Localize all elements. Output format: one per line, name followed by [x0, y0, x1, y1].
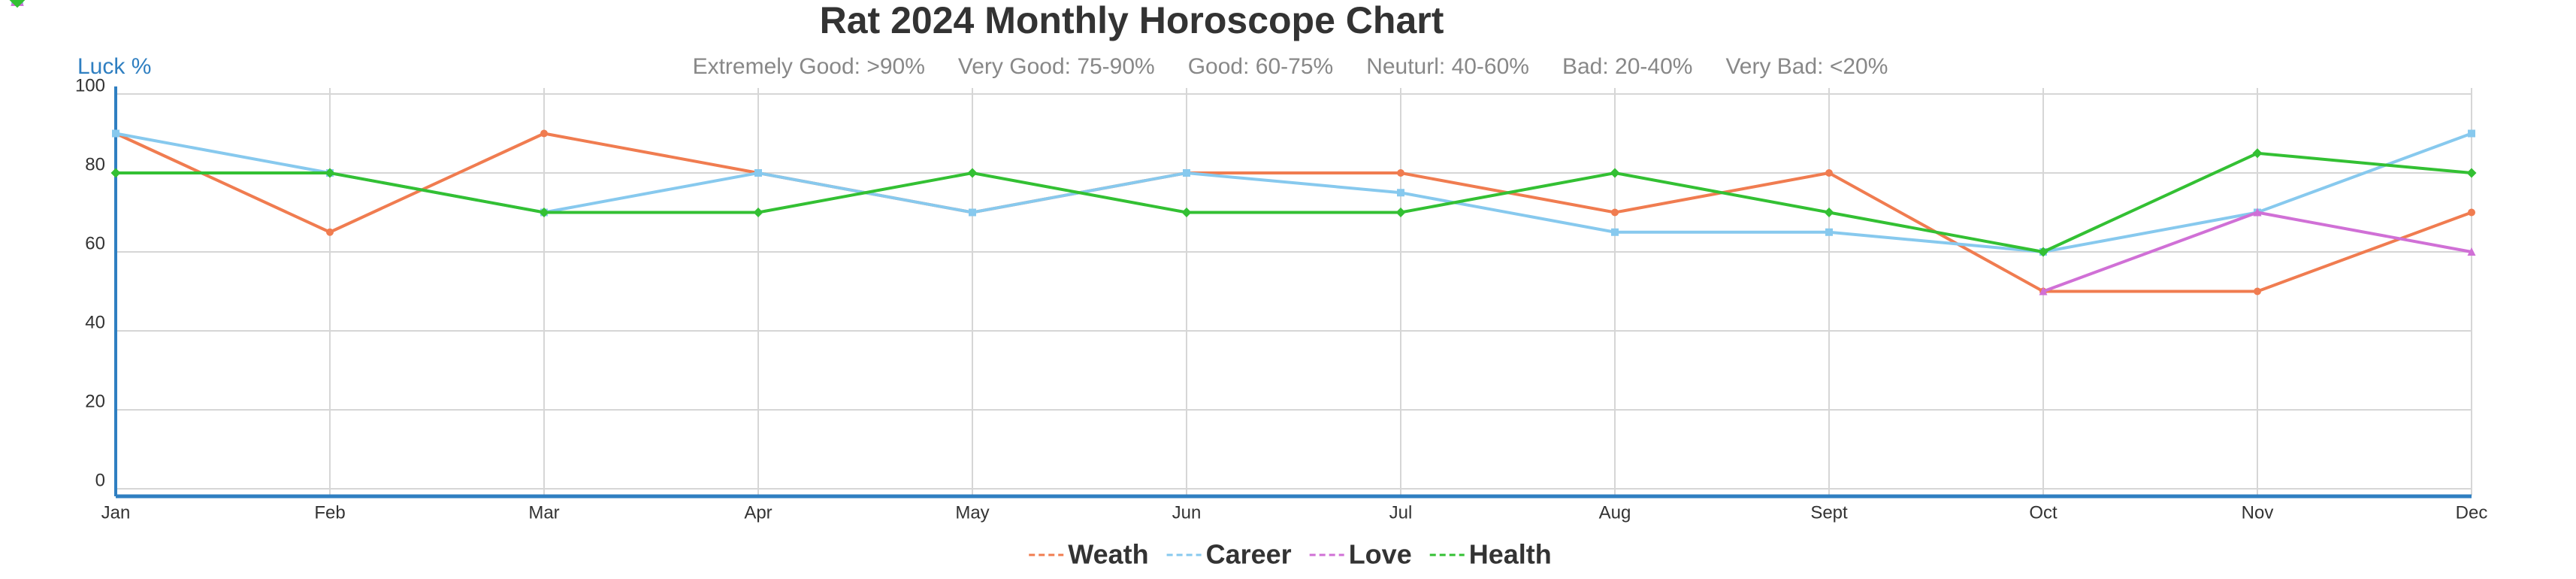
data-point	[1181, 208, 1192, 217]
data-point	[2254, 287, 2261, 296]
y-tick-label: 100	[75, 75, 105, 95]
legend-item: Health	[1429, 539, 1552, 570]
legend-item: Love	[1309, 539, 1412, 570]
data-point	[112, 129, 119, 138]
data-point	[540, 129, 548, 138]
chart-title: Rat 2024 Monthly Horoscope Chart	[820, 0, 1444, 41]
data-point	[1825, 228, 1833, 236]
data-point	[1611, 228, 1619, 236]
x-tick-label: Jan	[101, 502, 131, 523]
data-point	[754, 169, 762, 177]
x-tick-label: Nov	[2242, 502, 2274, 523]
x-tick-label: Mar	[528, 502, 559, 523]
data-point	[753, 208, 763, 217]
data-point	[2467, 247, 2476, 256]
data-point	[1397, 189, 1404, 197]
data-point	[2038, 247, 2048, 257]
y-tick-label: 60	[85, 233, 105, 253]
data-point	[325, 168, 335, 178]
x-tick-label: Jul	[1389, 502, 1413, 523]
legend-label: Weath	[1068, 539, 1148, 570]
grade-note: Good: 60-75%	[1188, 54, 1333, 79]
x-tick-label: Aug	[1599, 502, 1631, 523]
legend-marker	[9, 0, 26, 8]
y-tick-label: 0	[95, 470, 105, 490]
grade-note: Extremely Good: >90%	[693, 54, 925, 79]
series-line	[115, 132, 2472, 293]
legend-label: Love	[1349, 539, 1412, 570]
y-tick-label: 20	[85, 391, 105, 411]
data-point	[2466, 168, 2477, 178]
series-line	[115, 132, 2472, 254]
x-tick-label: Apr	[744, 502, 772, 523]
data-point	[2468, 208, 2475, 217]
legend-item: Career	[1166, 539, 1292, 570]
grade-note: Very Good: 75-90%	[958, 54, 1155, 79]
legend-label: Career	[1206, 539, 1292, 570]
y-axis-label: Luck %	[77, 54, 151, 79]
grade-note: Bad: 20-40%	[1562, 54, 1692, 79]
legend-label: Health	[1469, 539, 1552, 570]
x-tick-label: Oct	[2029, 502, 2057, 523]
data-point	[2253, 208, 2262, 217]
data-point	[2252, 148, 2263, 159]
data-point	[967, 168, 978, 178]
x-tick-label: Dec	[2456, 502, 2488, 523]
data-point	[969, 208, 976, 217]
data-point	[326, 228, 334, 236]
y-tick-label: 80	[85, 154, 105, 174]
y-tick-label: 40	[85, 312, 105, 332]
x-tick-label: Feb	[314, 502, 345, 523]
legend-item: Weath	[1029, 539, 1149, 570]
x-tick-label: Sept	[1810, 502, 1848, 523]
x-tick-label: May	[955, 502, 989, 523]
data-point	[1824, 208, 1834, 217]
data-point	[1397, 169, 1404, 177]
data-point	[1183, 169, 1190, 177]
data-point	[1611, 208, 1619, 217]
data-point	[1610, 168, 1620, 178]
grade-note: Very Bad: <20%	[1725, 54, 1888, 79]
data-point	[1395, 208, 1406, 217]
data-point	[539, 208, 549, 217]
data-point	[2039, 286, 2048, 296]
data-point	[1825, 169, 1833, 177]
data-point	[2468, 129, 2475, 138]
x-tick-label: Jun	[1172, 502, 1202, 523]
series-line	[116, 151, 2472, 254]
data-point	[110, 168, 121, 178]
grade-note: Neuturl: 40-60%	[1366, 54, 1529, 79]
